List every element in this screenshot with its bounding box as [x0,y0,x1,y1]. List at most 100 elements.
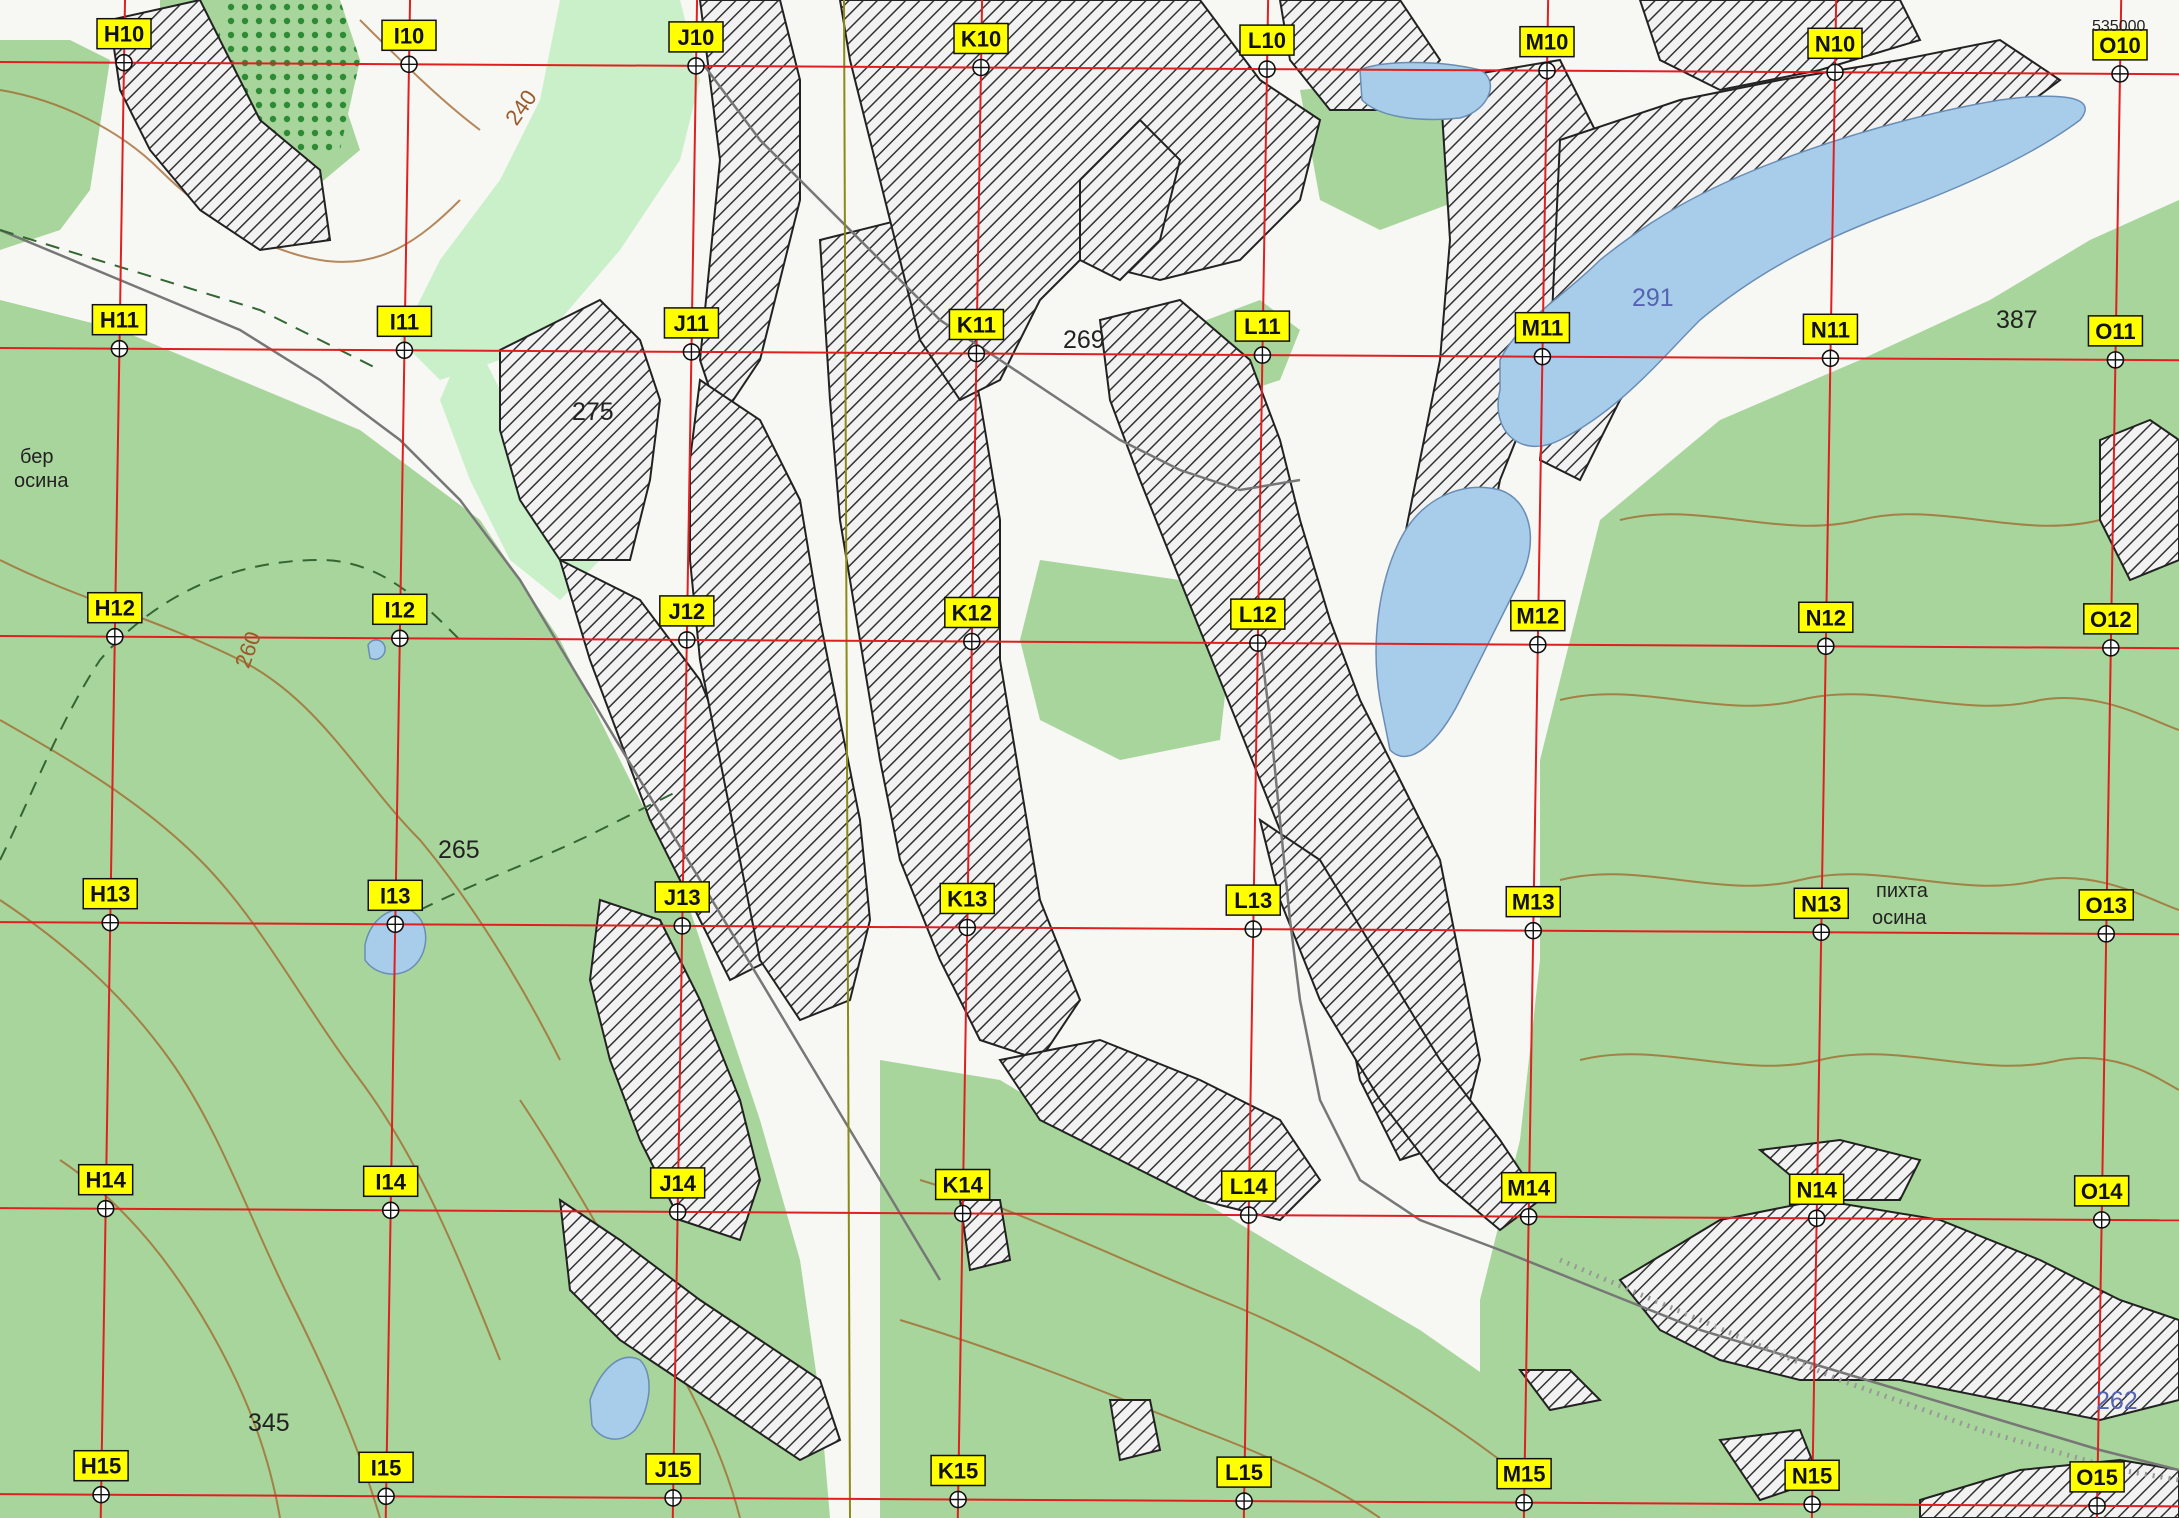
crosshair-icon-lines [2089,1497,2106,1514]
grid-point-M15[interactable]: M15 [1496,1457,1552,1512]
grid-label-H12: H12 [95,596,135,621]
grid-point-H14[interactable]: H14 [77,1163,134,1218]
meridian-line [843,0,851,1518]
grid-point-I13[interactable]: I13 [367,879,423,934]
grid-point-H15[interactable]: H15 [73,1449,129,1504]
crosshair-icon-lines [1539,62,1556,79]
grid-label-L15: L15 [1225,1460,1263,1485]
grid-point-K10[interactable]: K10 [953,22,1009,77]
grid-point-I15[interactable]: I15 [358,1451,414,1506]
crosshair-icon-lines [391,630,408,647]
crosshair-icon-lines [1808,1210,1825,1227]
grid-point-I10[interactable]: I10 [381,19,437,74]
grid-point-O10[interactable]: O10 [2092,29,2148,83]
grid-point-J13[interactable]: J13 [654,881,710,935]
grid-point-O15[interactable]: O15 [2069,1461,2125,1515]
grid-label-box [939,882,995,915]
grid-point-N11[interactable]: N11 [1802,313,1859,368]
grid-point-L11[interactable]: L11 [1234,310,1291,364]
vegetation-label-pikhta: пихта [1876,880,1929,902]
crosshair-icon-lines [102,914,119,931]
crosshair-icon-lines [1240,1207,1257,1224]
grid-label-O13: O13 [2085,893,2127,918]
lake-291 [1497,95,2086,447]
crosshair-icon-lines [116,54,133,71]
elevation-387: 387 [1996,306,2038,334]
grid-label-box [1500,1171,1557,1204]
grid-label-I11: I11 [390,309,419,334]
grid-label-box [1793,887,1849,920]
grid-point-O14[interactable]: O14 [2073,1175,2130,1229]
elevation-291: 291 [1632,284,1674,312]
grid-point-N15[interactable]: N15 [1784,1459,1840,1514]
lake-m12 [1375,486,1532,757]
crosshair-icon-lines [1236,1493,1253,1510]
grid-point-K11[interactable]: K11 [948,308,1005,363]
elevation-265: 265 [438,836,480,864]
grid-point-I14[interactable]: I14 [362,1165,419,1220]
grid-label-box [381,19,437,52]
grid-point-K15[interactable]: K15 [930,1454,986,1509]
grid-point-N12[interactable]: N12 [1798,601,1854,656]
grid-col-line-H [99,0,127,1518]
grid-label-box [944,596,1000,629]
grid-point-L10[interactable]: L10 [1239,24,1295,78]
crosshair-icon-lines [1254,347,1271,364]
grid-point-K12[interactable]: K12 [944,596,1000,651]
grid-point-O13[interactable]: O13 [2078,889,2134,943]
grid-point-M10[interactable]: M10 [1519,25,1575,80]
crosshair-icon-lines [1534,348,1551,365]
grid-point-J10[interactable]: J10 [668,21,724,75]
grid-label-O10: O10 [2099,33,2141,58]
grid-point-N14[interactable]: N14 [1788,1173,1845,1228]
grid-point-J14[interactable]: J14 [649,1167,706,1221]
grid-label-box [2078,889,2134,921]
grid-label-box [668,21,724,53]
grid-point-J11[interactable]: J11 [663,307,720,361]
grid-label-box [1234,310,1291,342]
grid-point-I11[interactable]: I11 [376,305,433,360]
coordinate-label: 535000 [2092,18,2145,35]
grid-label-L12: L12 [1239,602,1277,627]
grid-point-M13[interactable]: M13 [1505,885,1561,940]
grid-label-box [2073,1175,2130,1207]
grid-point-I12[interactable]: I12 [372,593,428,648]
grid-point-O12[interactable]: O12 [2083,603,2139,657]
grid-point-N13[interactable]: N13 [1793,887,1849,942]
grid-label-M13: M13 [1512,890,1555,915]
grid-point-K14[interactable]: K14 [934,1168,991,1223]
grid-point-L13[interactable]: L13 [1225,884,1281,938]
grid-point-L15[interactable]: L15 [1216,1456,1272,1510]
grid-label-box [91,303,148,336]
grid-label-box [376,305,433,338]
grid-point-H11[interactable]: H11 [91,303,148,358]
grid-point-J15[interactable]: J15 [645,1453,701,1507]
grid-point-M11[interactable]: M11 [1514,311,1571,366]
grid-label-O15: O15 [2076,1465,2118,1490]
grid-label-H15: H15 [81,1454,121,1479]
crosshair-icon-lines [378,1488,395,1505]
crosshair-icon-lines [2098,925,2115,942]
grid-point-L12[interactable]: L12 [1230,598,1286,652]
grid-point-H12[interactable]: H12 [87,591,143,646]
grid-point-M12[interactable]: M12 [1510,599,1566,654]
grid-point-N10[interactable]: N10 [1807,27,1863,82]
grid-label-M14: M14 [1507,1176,1551,1201]
grid-label-box [1216,1456,1272,1488]
grid-point-J12[interactable]: J12 [659,595,715,649]
vegetation-label-osina-2: осина [1872,907,1927,929]
grid-point-H10[interactable]: H10 [96,17,152,72]
crosshair-icon-lines [968,345,985,362]
grid-point-O11[interactable]: O11 [2087,315,2144,369]
grid-point-L14[interactable]: L14 [1220,1170,1277,1224]
roads [0,59,2179,1472]
crosshair-icon-lines [1259,61,1276,78]
grid-label-L13: L13 [1234,888,1272,913]
grid-label-I13: I13 [380,883,411,908]
hatched-areas [108,0,2179,1518]
grid-point-H13[interactable]: H13 [82,877,138,932]
grid-label-box [2069,1461,2125,1493]
grid-point-M14[interactable]: M14 [1500,1171,1557,1226]
grid-point-K13[interactable]: K13 [939,882,995,937]
crosshair-icon-lines [1813,924,1830,941]
